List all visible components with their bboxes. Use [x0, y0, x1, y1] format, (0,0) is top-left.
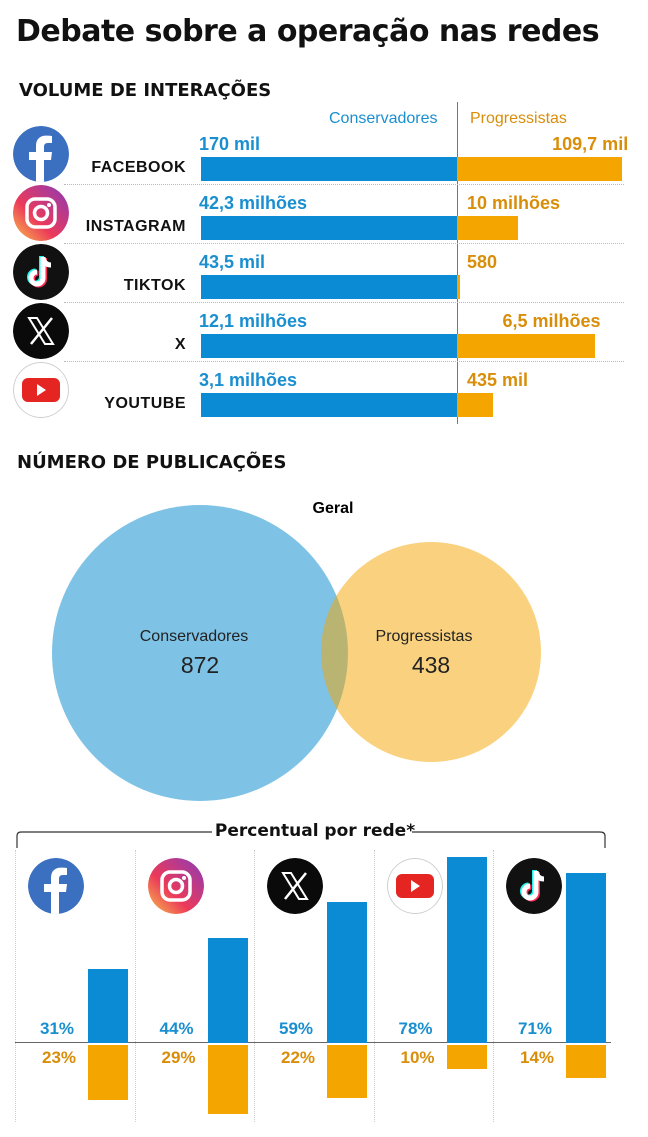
pct-bar-conservadores [88, 968, 128, 1043]
interaction-row: X 12,1 milhões 6,5 milhões [0, 302, 648, 362]
pct-label-progressistas: 29% [161, 1048, 196, 1067]
bar-conservadores [201, 216, 457, 240]
network-label: YOUTUBE [104, 395, 186, 412]
pct-label-conservadores: 78% [398, 1019, 433, 1038]
column-divider [134, 850, 136, 1122]
bar-conservadores [201, 334, 457, 358]
bar-progressistas [457, 334, 595, 358]
interaction-row: INSTAGRAM 42,3 milhões 10 milhões [0, 184, 648, 244]
section-title-interactions: VOLUME DE INTERAÇÕES [19, 80, 272, 101]
network-label: X [174, 336, 186, 353]
instagram-icon [147, 858, 204, 914]
pct-label-conservadores: 71% [518, 1019, 553, 1038]
value-label-progressistas: 580 [467, 252, 498, 272]
interaction-row: TIKTOK 43,5 mil 580 [0, 243, 648, 303]
pct-bar-conservadores [566, 873, 606, 1043]
row-divider [64, 243, 624, 244]
pct-label-progressistas: 23% [42, 1048, 77, 1067]
value-label-conservadores: 43,5 mil [199, 252, 266, 272]
facebook-icon [13, 126, 69, 182]
baseline [15, 1042, 611, 1043]
network-label: TIKTOK [123, 277, 186, 294]
row-divider [64, 184, 624, 185]
value-label-progressistas: 109,7 mil [552, 134, 629, 154]
value-label-progressistas: 435 mil [467, 370, 529, 390]
page-title: Debate sobre a operação nas redes [16, 14, 600, 49]
venn-circle-progressistas [321, 542, 541, 762]
bar-progressistas [457, 275, 461, 299]
section-title-publications: NÚMERO DE PUBLICAÇÕES [17, 452, 287, 473]
column-divider [373, 850, 375, 1122]
percent-chart-title: Percentual por rede* [214, 821, 416, 841]
pct-bar-conservadores [327, 901, 367, 1043]
bar-conservadores [201, 275, 457, 299]
bar-progressistas [457, 393, 493, 417]
pct-label-conservadores: 31% [40, 1019, 75, 1038]
center-axis [457, 102, 458, 424]
legend-progressistas: Progressistas [470, 110, 567, 127]
interaction-row: FACEBOOK 170 mil 109,7 mil [0, 125, 648, 185]
venn-diagram: Geral Conservadores 872 Progressistas 43… [52, 500, 541, 801]
column-divider [493, 850, 494, 1122]
row-divider [64, 302, 624, 303]
interaction-row: YOUTUBE 3,1 milhões 435 mil [0, 361, 648, 420]
pct-label-progressistas: 22% [281, 1048, 316, 1067]
venn-subtitle: Geral [313, 500, 354, 517]
pct-label-conservadores: 59% [279, 1019, 314, 1038]
youtube-icon [386, 858, 443, 914]
tiktok-icon [13, 244, 69, 300]
instagram-icon [13, 185, 69, 241]
facebook-icon [28, 858, 84, 914]
tiktok-icon [506, 858, 562, 914]
value-label-progressistas: 10 milhões [467, 193, 561, 213]
value-label-conservadores: 42,3 milhões [199, 193, 308, 213]
pct-bar-progressistas [566, 1045, 606, 1079]
legend-conservadores: Conservadores [329, 110, 438, 127]
x-icon [13, 303, 69, 359]
venn-label-progressistas: Progressistas [376, 628, 473, 645]
bar-conservadores [201, 393, 457, 417]
column-divider [15, 850, 16, 1122]
venn-label-conservadores: Conservadores [140, 628, 249, 645]
value-label-conservadores: 170 mil [199, 134, 261, 154]
x-icon [267, 858, 323, 914]
pct-bar-progressistas [207, 1045, 248, 1115]
bar-progressistas [457, 157, 623, 181]
bracket [16, 831, 606, 848]
network-label: FACEBOOK [91, 159, 186, 176]
pct-bar-conservadores [446, 856, 487, 1043]
column-divider [254, 850, 255, 1122]
value-label-progressistas: 6,5 milhões [502, 311, 601, 331]
venn-value-conservadores: 872 [181, 652, 219, 678]
youtube-icon [13, 362, 69, 418]
bar-progressistas [457, 216, 518, 240]
value-label-conservadores: 3,1 milhões [199, 370, 298, 390]
pct-bar-conservadores [207, 937, 248, 1043]
pct-bar-progressistas [327, 1045, 367, 1098]
pct-label-progressistas: 10% [400, 1048, 435, 1067]
pct-label-conservadores: 44% [159, 1019, 194, 1038]
network-label: INSTAGRAM [85, 218, 186, 235]
pct-bar-progressistas [446, 1045, 487, 1069]
value-label-conservadores: 12,1 milhões [199, 311, 308, 331]
venn-value-progressistas: 438 [412, 652, 450, 678]
pct-label-progressistas: 14% [520, 1048, 555, 1067]
venn-circle-conservadores [52, 505, 348, 801]
pct-bar-progressistas [88, 1045, 128, 1100]
bar-conservadores [201, 157, 457, 181]
row-divider [64, 361, 624, 362]
